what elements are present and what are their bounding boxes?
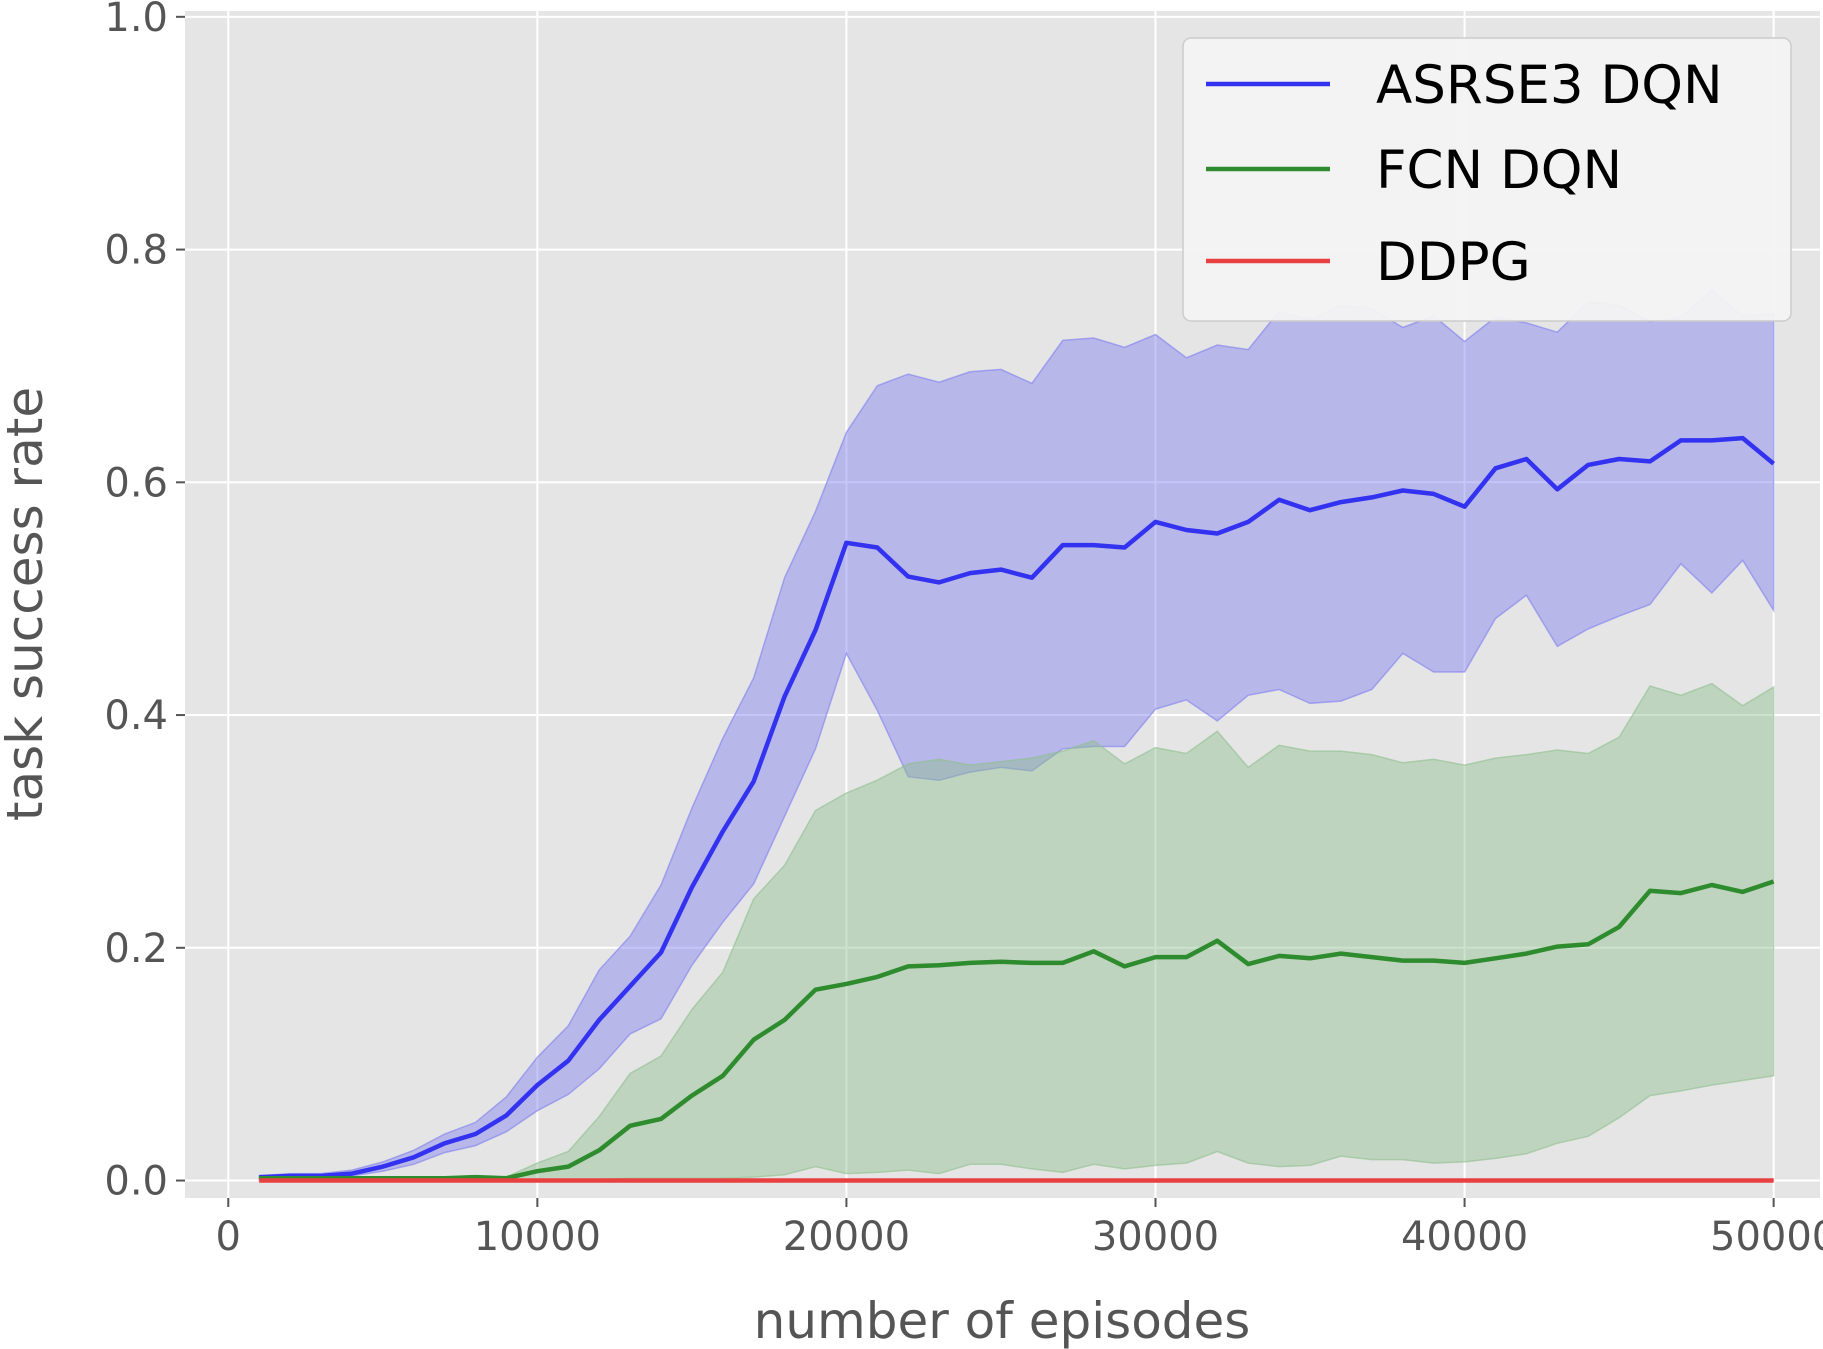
x-tick-label: 20000 [783,1214,910,1260]
y-tick-label: 0.4 [104,693,168,739]
legend-label-0: ASRSE3 DQN [1376,55,1723,116]
legend-label-2: DDPG [1376,232,1531,293]
x-axis-label: number of episodes [754,1292,1251,1349]
x-tick-label: 30000 [1092,1214,1219,1260]
y-tick-label: 0.8 [104,228,168,274]
legend: ASRSE3 DQN FCN DQN DDPG [1182,37,1792,322]
y-axis-label: task success rate [0,387,54,821]
x-tick-label: 40000 [1401,1214,1528,1260]
series-lines [259,435,1776,1183]
y-axis-ticks: 0.0 0.2 0.4 0.6 0.8 1.0 [104,0,185,1205]
y-tick-label: 0.2 [104,926,168,972]
line-series-0 [259,435,1776,1180]
x-tick-label: 10000 [474,1214,601,1260]
band-series-0 [258,289,1775,1179]
x-tick-label: 0 [216,1214,241,1260]
y-tick-label: 0.6 [104,460,168,506]
legend-box [1182,37,1792,322]
line-series-1 [259,879,1775,1181]
y-tick-label: 1.0 [104,0,168,41]
band-series-1 [258,682,1775,1181]
legend-label-1: FCN DQN [1376,140,1622,201]
y-tick-label: 0.0 [104,1159,168,1205]
